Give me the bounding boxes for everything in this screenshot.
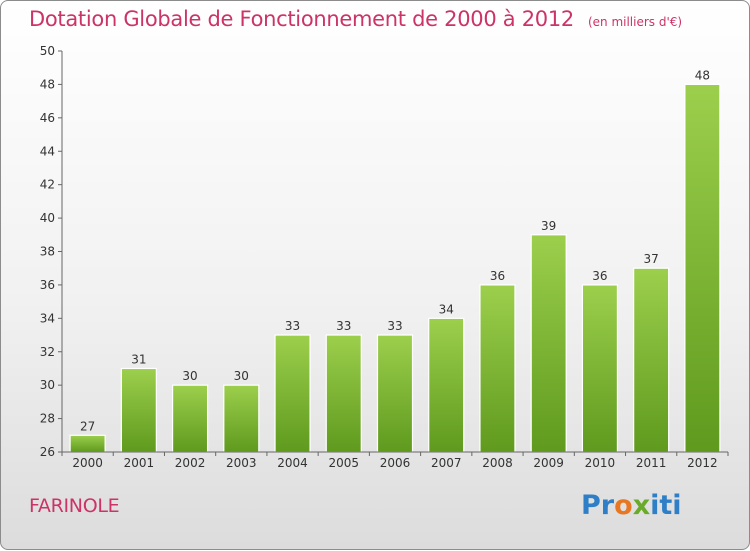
- y-tick-label-26: 26: [40, 445, 55, 459]
- y-tick-label-48: 48: [40, 77, 55, 91]
- y-tick-label-28: 28: [40, 412, 55, 426]
- data-label-2008: 36: [490, 269, 505, 283]
- data-label-2000: 27: [80, 419, 95, 433]
- chart-title: Dotation Globale de Fonctionnement de 20…: [29, 7, 682, 31]
- y-tick-label-44: 44: [40, 144, 55, 158]
- bar-2009: [530, 234, 567, 453]
- bar-2004: [274, 334, 311, 453]
- y-tick-label-42: 42: [40, 178, 55, 192]
- x-tick-label-2012: 2012: [687, 456, 718, 470]
- y-tick-label-30: 30: [40, 378, 55, 392]
- x-tick-label-2009: 2009: [533, 456, 564, 470]
- bar-2010: [581, 284, 619, 453]
- bar-2002: [171, 384, 209, 453]
- data-label-2011: 37: [644, 252, 659, 266]
- bar-2011: [633, 267, 670, 453]
- x-tick-label-2005: 2005: [328, 456, 359, 470]
- x-tick-label-2011: 2011: [636, 456, 667, 470]
- y-tick-label-40: 40: [40, 211, 55, 225]
- y-tick-label-38: 38: [40, 245, 55, 259]
- y-tick-label-36: 36: [40, 278, 55, 292]
- logo-letter: i: [650, 490, 660, 521]
- data-label-2003: 30: [234, 369, 249, 383]
- logo-letter: o: [614, 490, 633, 521]
- x-tick-label-2003: 2003: [226, 456, 257, 470]
- x-tick-label-2001: 2001: [124, 456, 155, 470]
- chart-subtitle: (en milliers d'€): [587, 15, 683, 29]
- data-label-2012: 48: [695, 68, 710, 82]
- data-label-2005: 33: [336, 319, 351, 333]
- data-label-2009: 39: [541, 219, 556, 233]
- data-label-2004: 33: [285, 319, 300, 333]
- logo-letter: t: [659, 490, 673, 521]
- y-tick-label-50: 50: [40, 44, 55, 58]
- bar-2012: [684, 83, 721, 453]
- y-tick-label-46: 46: [40, 111, 55, 125]
- bar-2006: [376, 334, 414, 453]
- proxiti-logo: Proxiti: [581, 490, 682, 521]
- logo-letter: r: [600, 490, 615, 521]
- commune-name: FARINOLE: [29, 495, 120, 517]
- x-tick-label-2008: 2008: [482, 456, 513, 470]
- data-label-2002: 30: [182, 369, 197, 383]
- logo-letter: P: [581, 490, 601, 521]
- logo-letter: i: [672, 490, 682, 521]
- chart-title-text: Dotation Globale de Fonctionnement de 20…: [29, 7, 574, 31]
- x-tick-label-2006: 2006: [380, 456, 411, 470]
- bar-2008: [479, 284, 516, 453]
- data-label-2006: 33: [387, 319, 402, 333]
- data-label-2001: 31: [131, 352, 146, 366]
- bar-2005: [325, 334, 362, 453]
- bar-2003: [223, 384, 260, 453]
- bar-2007: [428, 317, 465, 453]
- data-label-2010: 36: [592, 269, 607, 283]
- bar-2001: [120, 367, 157, 453]
- x-tick-label-2000: 2000: [72, 456, 103, 470]
- x-tick-label-2007: 2007: [431, 456, 462, 470]
- y-tick-label-34: 34: [40, 311, 55, 325]
- bar-2000: [69, 434, 106, 453]
- x-tick-label-2010: 2010: [585, 456, 616, 470]
- x-tick-label-2002: 2002: [175, 456, 206, 470]
- logo-letter: x: [632, 490, 651, 521]
- x-tick-label-2004: 2004: [277, 456, 308, 470]
- data-label-2007: 34: [439, 302, 454, 316]
- y-tick-label-32: 32: [40, 345, 55, 359]
